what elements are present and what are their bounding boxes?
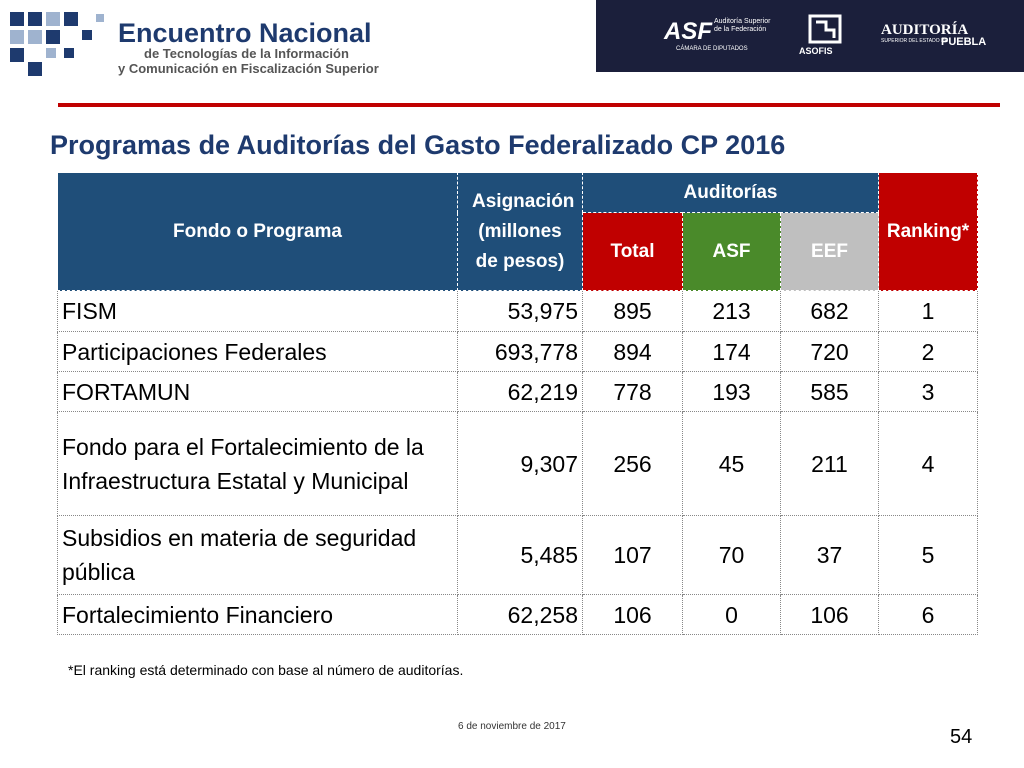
- divider: [58, 103, 1000, 107]
- table-cell: 211: [779, 411, 880, 516]
- table-cell: 895: [582, 290, 683, 332]
- logo-puebla-bottom: PUEBLA: [941, 36, 987, 48]
- table-row: Fondo para el Fortalecimiento de la Infr…: [57, 411, 979, 516]
- table-cell: 45: [682, 411, 781, 516]
- table-row: FORTAMUN 62,219 778 193 585 3: [57, 371, 979, 412]
- table-cell: 174: [682, 331, 781, 372]
- table-cell: 6: [878, 594, 979, 635]
- table-cell: 213: [682, 290, 781, 332]
- table-cell: 62,219: [457, 371, 583, 412]
- page-number: 54: [950, 726, 973, 748]
- table-cell: 107: [582, 515, 683, 595]
- table-cell: 1: [878, 290, 979, 332]
- table-cell: 256: [582, 411, 683, 516]
- table-cell: 894: [582, 331, 683, 372]
- table-cell: 106: [779, 594, 880, 635]
- table-cell: 0: [682, 594, 781, 635]
- table-cell: 62,258: [457, 594, 583, 635]
- table-cell: 37: [779, 515, 880, 595]
- table-cell: FORTAMUN: [57, 371, 458, 412]
- table-cell: 720: [779, 331, 880, 372]
- logo-asofis-icon: [808, 14, 842, 44]
- table-cell: 693,778: [457, 331, 583, 372]
- logo-asofis: ASOFIS: [799, 46, 833, 56]
- table-row: Participaciones Federales 693,778 894 174 72…: [57, 331, 979, 372]
- header-cell: Asignación (millones de pesos): [457, 172, 583, 291]
- header-cell: Total: [582, 212, 683, 291]
- table-row: FISM 53,975 895 213 682 1: [57, 290, 979, 332]
- logo-puebla-mid: SUPERIOR DEL ESTADO DE: [881, 38, 948, 44]
- date: 6 de noviembre de 2017: [458, 721, 566, 732]
- table-cell: 70: [682, 515, 781, 595]
- logo-icon: [10, 12, 104, 76]
- table-cell: 4: [878, 411, 979, 516]
- table-row: Fortalecimiento Financiero 62,258 106 0 106 6: [57, 594, 979, 635]
- table-cell: 778: [582, 371, 683, 412]
- header-cell: Fondo o Programa: [57, 172, 458, 291]
- logo-bar: ASF Auditoría Superior de la Federación …: [596, 0, 1024, 72]
- slide-title: Programas de Auditorías del Gasto Federa…: [50, 130, 786, 160]
- header-cell: EEF: [779, 212, 880, 291]
- table-cell: FISM: [57, 290, 458, 332]
- table-cell: 585: [779, 371, 880, 412]
- header-cell: Auditorías: [581, 172, 880, 213]
- table-cell: Fondo para el Fortalecimiento de la Infr…: [57, 411, 458, 516]
- table-cell: 193: [682, 371, 781, 412]
- footnote: *El ranking está determinado con base al…: [68, 662, 464, 678]
- table-cell: Fortalecimiento Financiero: [57, 594, 458, 635]
- table-cell: 682: [779, 290, 880, 332]
- header-subtitle: de Tecnologías de la Información: [144, 46, 349, 61]
- logo-asf-name: Auditoría Superior de la Federación: [714, 18, 771, 33]
- table-cell: 106: [582, 594, 683, 635]
- table-cell: Subsidios en materia de seguridad públic…: [57, 515, 458, 595]
- logo-asf-sub: CÁMARA DE DIPUTADOS: [676, 46, 748, 52]
- logo-asf: ASF: [664, 18, 712, 45]
- header-cell: Ranking*: [878, 172, 979, 291]
- table-cell: 3: [878, 371, 979, 412]
- table-cell: 5: [878, 515, 979, 595]
- table-cell: 2: [878, 331, 979, 372]
- logo-puebla-top: AUDITORÍA: [881, 22, 969, 38]
- table-cell: 53,975: [457, 290, 583, 332]
- audit-table: Fondo o Programa Asignación (millones de…: [57, 172, 979, 635]
- table-cell: Participaciones Federales: [57, 331, 458, 372]
- header-cell: ASF: [682, 212, 781, 291]
- header-title: Encuentro Nacional: [118, 18, 372, 48]
- table-cell: 5,485: [457, 515, 583, 595]
- table-cell: 9,307: [457, 411, 583, 516]
- table-row: Subsidios en materia de seguridad públic…: [57, 515, 979, 595]
- header-subtitle: y Comunicación en Fiscalización Superior: [118, 61, 379, 76]
